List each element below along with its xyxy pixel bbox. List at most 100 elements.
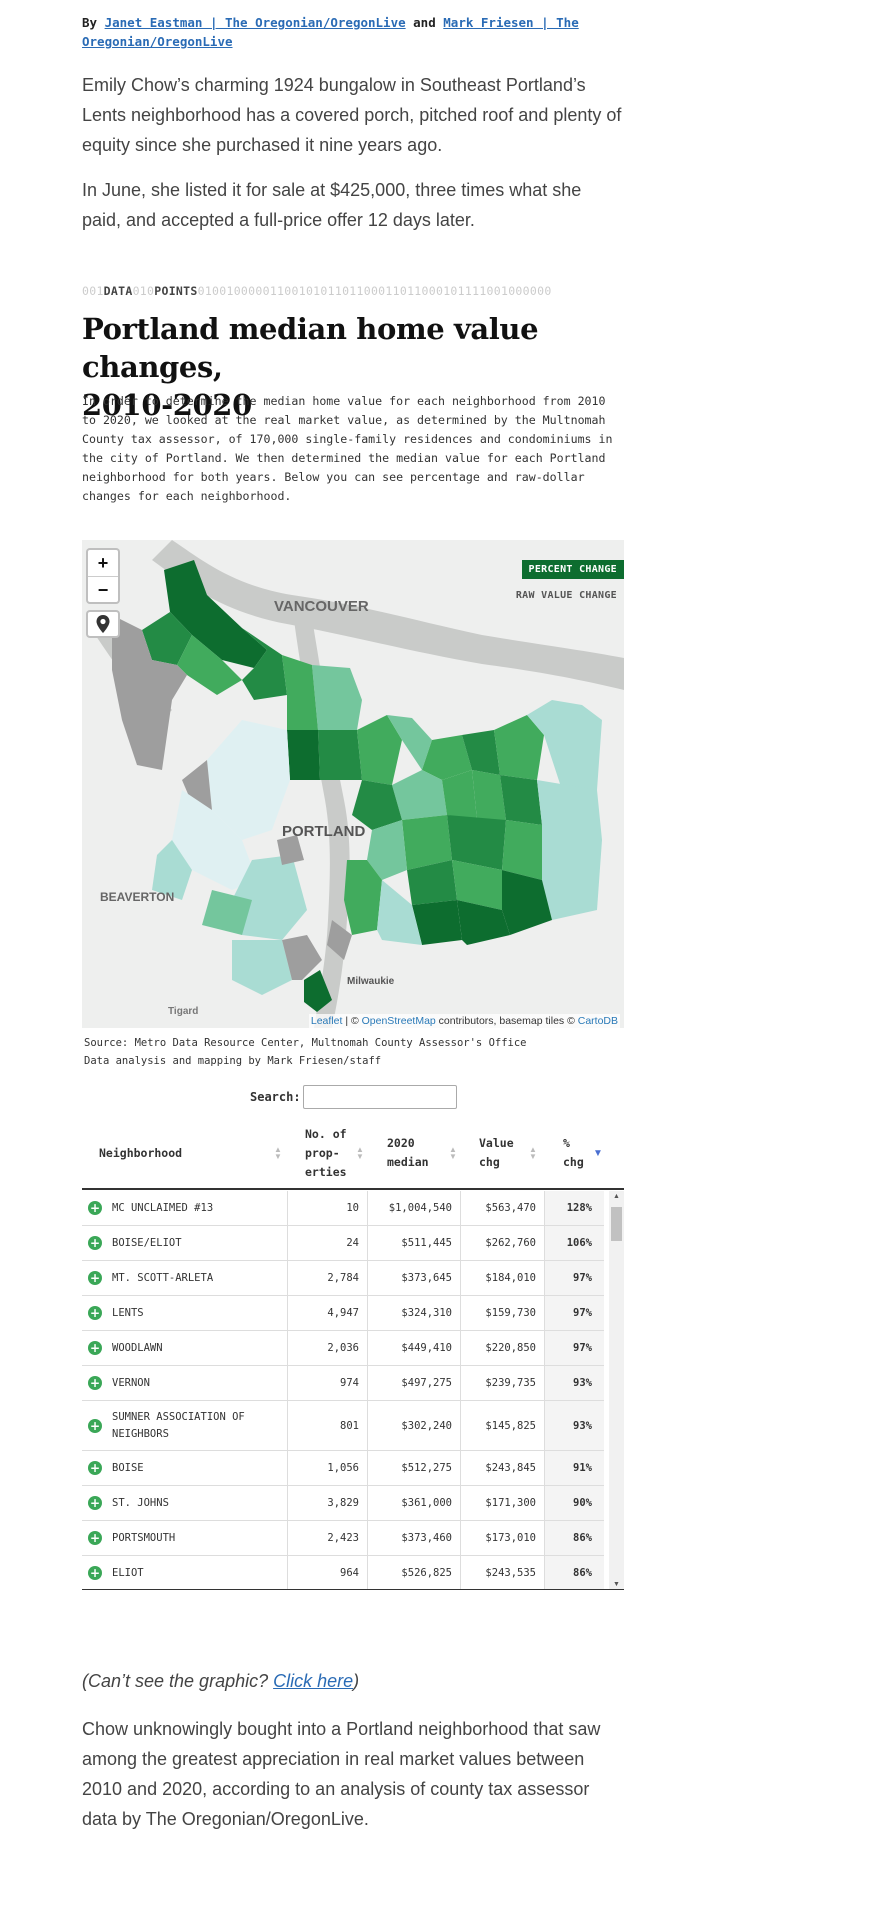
expand-row-icon[interactable]: + [88,1236,102,1250]
expand-row-icon[interactable]: + [88,1306,102,1320]
cell-value-change: $243,535 [460,1556,544,1589]
cell-properties: 4,947 [287,1296,367,1330]
zoom-out-button[interactable]: − [88,576,118,602]
column-header-percent-change[interactable]: % chg [563,1118,597,1188]
scroll-down-icon[interactable]: ▼ [613,1581,620,1588]
cell-percent-change: 91% [544,1451,604,1485]
table-row[interactable]: + BOISE 1,056 $512,275 $243,845 91% [82,1451,604,1486]
table-row[interactable]: + ELIOT 964 $526,825 $243,535 86% [82,1556,604,1589]
choropleth-map[interactable]: + − PERCENT CHANGE RAW VALUE CHANGE VANCO… [82,540,624,1028]
cell-neighborhood: BOISE [112,1461,144,1474]
cell-value-change: $563,470 [460,1191,544,1225]
map-label-vancouver: VANCOUVER [274,598,369,615]
cell-properties: 1,056 [287,1451,367,1485]
table-row[interactable]: + ST. JOHNS 3,829 $361,000 $171,300 90% [82,1486,604,1521]
source-note: Source: Metro Data Resource Center, Mult… [82,1034,624,1070]
expand-row-icon[interactable]: + [88,1201,102,1215]
expand-row-icon[interactable]: + [88,1531,102,1545]
cartodb-link[interactable]: CartoDB [577,1015,618,1027]
table-row[interactable]: + MT. SCOTT-ARLETA 2,784 $373,645 $184,010 97… [82,1261,604,1296]
cell-2020-median: $361,000 [367,1486,460,1520]
locate-button[interactable] [86,610,120,638]
cell-properties: 24 [287,1226,367,1260]
map-pin-icon [96,615,110,633]
cell-properties: 2,423 [287,1521,367,1555]
sort-icon: ▲ ▼ [529,1145,537,1161]
cell-properties: 2,036 [287,1331,367,1365]
search-input[interactable] [303,1085,457,1109]
expand-row-icon[interactable]: + [88,1496,102,1510]
map-label-tigard: Tigard [168,1006,199,1017]
openstreetmap-link[interactable]: OpenStreetMap [361,1015,436,1027]
header-line: median [387,1155,429,1169]
header-line: Value [479,1136,514,1150]
title-line-1: Portland median home value changes, [82,312,539,384]
cell-2020-median: $324,310 [367,1296,460,1330]
cell-neighborhood: LENTS [112,1306,144,1319]
source-line: Source: Metro Data Resource Center, Mult… [84,1037,527,1049]
column-header-neighborhood[interactable]: Neighborhood [99,1118,279,1188]
cell-value-change: $145,825 [460,1401,544,1450]
intro-paragraph-2: In June, she listed it for sale at $425,… [82,180,582,230]
scrollbar-thumb[interactable] [611,1207,622,1241]
expand-row-icon[interactable]: + [88,1461,102,1475]
zoom-control: + − [86,548,120,604]
search-label: Search: [250,1090,301,1104]
cell-value-change: $173,010 [460,1521,544,1555]
table-scrollbar[interactable]: ▲ ▼ [609,1191,624,1589]
cell-2020-median: $511,445 [367,1226,460,1260]
expand-row-icon[interactable]: + [88,1376,102,1390]
table-row[interactable]: + MC UNCLAIMED #13 10 $1,004,540 $563,470 128… [82,1191,604,1226]
table-body[interactable]: + ELIOT 964 $526,825 $243,535 86% + PORTSMOUTH 2… [82,1191,624,1590]
sort-icon: ▲ ▼ [449,1145,457,1161]
cell-2020-median: $449,410 [367,1331,460,1365]
header-line: 2020 [387,1136,415,1150]
toggle-percent-change[interactable]: PERCENT CHANGE [521,560,624,579]
map-tiles [82,540,624,1028]
cell-percent-change: 90% [544,1486,604,1520]
header-line: erties [305,1164,347,1179]
expand-row-icon[interactable]: + [88,1271,102,1285]
credit-line: Data analysis and mapping by Mark Friese… [84,1055,382,1067]
note-text: (Can’t see the graphic? [82,1671,274,1691]
click-here-link[interactable]: Click here [273,1671,354,1691]
author-link-friesen[interactable]: Mark Friesen | The Oregonian/OregonLive [82,15,579,49]
cell-2020-median: $512,275 [367,1451,460,1485]
table-row[interactable]: + WOODLAWN 2,036 $449,410 $220,850 97% [82,1331,604,1366]
cell-2020-median: $1,004,540 [367,1191,460,1225]
header-line: prop- [305,1145,340,1160]
column-header-2020-median[interactable]: 2020 median [387,1118,447,1188]
header-line: chg [563,1155,584,1169]
cell-neighborhood: MT. SCOTT-ARLETA [112,1271,214,1284]
leaflet-link[interactable]: Leaflet [310,1015,343,1027]
table-row[interactable]: + PORTSMOUTH 2,423 $373,460 $173,010 86% [82,1521,604,1556]
column-header-value-change[interactable]: Value chg [479,1118,527,1188]
table-row[interactable]: + LENTS 4,947 $324,310 $159,730 97% [82,1296,604,1331]
column-header-properties[interactable]: No. of prop-erties [305,1118,355,1188]
cell-neighborhood: ELIOT [112,1566,144,1579]
zoom-in-button[interactable]: + [97,553,109,573]
intro-paragraph-1: Emily Chow’s charming 1924 bungalow in S… [82,75,622,155]
author-link-eastman[interactable]: Janet Eastman | The Oregonian/OregonLive [104,15,406,30]
graphic-title: Portland median home value changes, 2010-… [82,310,624,424]
cant-see-graphic-note: (Can’t see the graphic? Click here) [82,1668,624,1694]
table-row[interactable]: + VERNON 974 $497,275 $239,735 93% [82,1366,604,1401]
scroll-up-icon[interactable]: ▲ [613,1193,620,1200]
byline-conj: and [413,15,436,30]
cell-value-change: $184,010 [460,1261,544,1295]
cell-2020-median: $497,275 [367,1366,460,1400]
kicker-bits: 0100100000110010101101100011011000101111… [197,284,552,298]
header-label: No. of prop-erties [305,1125,347,1182]
cell-percent-change: 93% [544,1366,604,1400]
sort-descending-icon: ▼ [593,1148,603,1159]
cell-percent-change: 93% [544,1401,604,1450]
cell-2020-median: $373,645 [367,1261,460,1295]
expand-row-icon[interactable]: + [88,1341,102,1355]
cell-neighborhood: BOISE/ELIOT [112,1236,182,1249]
expand-row-icon[interactable]: + [88,1418,102,1433]
toggle-raw-value-change[interactable]: RAW VALUE CHANGE [515,590,617,601]
table-row[interactable]: + SUMNER ASSOCIATION OF NEIGHBORS 801 $302,… [82,1401,604,1451]
table-row[interactable]: + BOISE/ELIOT 24 $511,445 $262,760 106% [82,1226,604,1261]
expand-row-icon[interactable]: + [88,1566,102,1580]
kicker-bits: 010 [132,284,155,298]
